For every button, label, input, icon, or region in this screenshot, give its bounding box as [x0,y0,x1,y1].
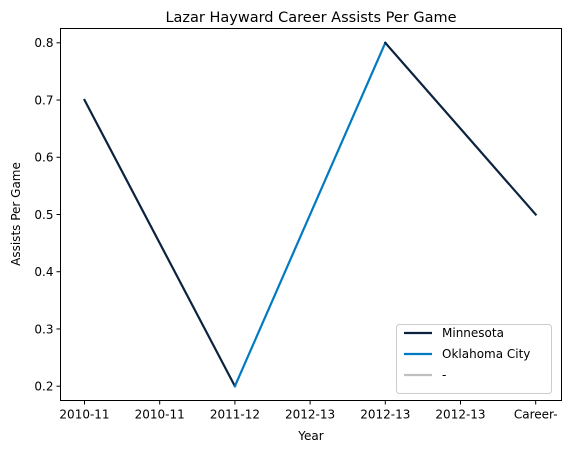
legend-label: Oklahoma City [442,347,530,361]
x-tick-label: 2012-13 [360,408,410,422]
y-tick-label: 0.4 [34,265,53,279]
x-tick-label: 2012-13 [285,408,335,422]
y-tick-label: 0.7 [34,93,53,107]
y-tick-label: 0.3 [34,322,53,336]
legend: Minnesota Oklahoma City - [396,324,552,394]
series-line-1 [233,41,387,388]
x-tick-label: 2011-12 [210,408,260,422]
chart-title: Lazar Hayward Career Assists Per Game [165,10,456,26]
x-tick-label: 2010-11 [59,408,109,422]
legend-box [396,324,552,394]
series-line-2 [383,41,538,217]
x-tick-label: 2010-11 [135,408,185,422]
series-lines [83,41,538,388]
y-tick-label: 0.8 [34,36,53,50]
series-line-0 [83,98,237,388]
x-axis-label: Year [297,429,323,443]
y-tick-label: 0.5 [34,208,53,222]
x-axis-ticks: 2010-11 2010-11 2011-12 2012-13 2012-13 2012-… [59,400,558,422]
legend-label: Minnesota [442,326,504,340]
x-tick-label: Career- [514,408,558,422]
y-tick-label: 0.6 [34,151,53,165]
y-tick-label: 0.2 [34,379,53,393]
y-axis-ticks: 0.2 0.3 0.4 0.5 0.6 0.7 0.8 [34,36,61,393]
legend-label: - [442,368,446,382]
x-tick-label: 2012-13 [435,408,485,422]
y-axis-label: Assists Per Game [9,162,23,266]
